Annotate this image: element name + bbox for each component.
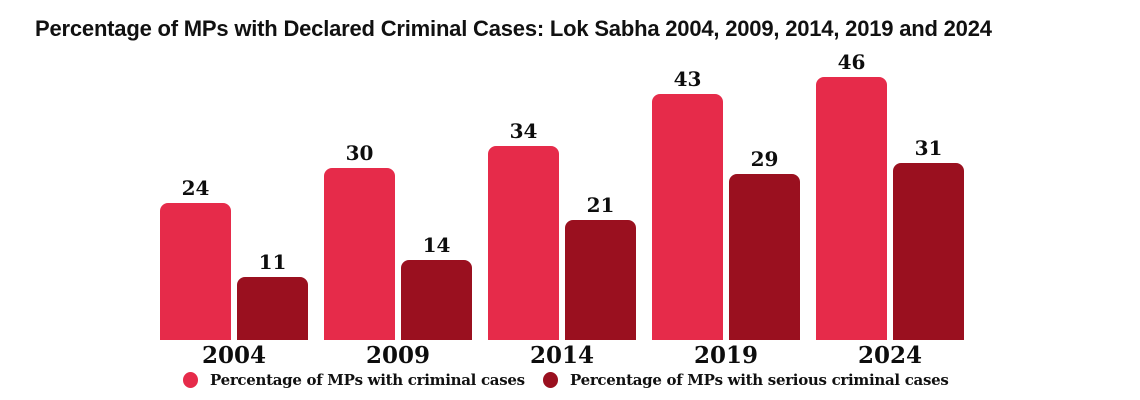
- bar-value-label: 29: [750, 147, 779, 171]
- bar-serious-2019: 29: [729, 147, 800, 340]
- bar-value-label: 11: [258, 250, 287, 274]
- legend-item-criminal-cases: Percentage of MPs with criminal cases: [183, 371, 525, 389]
- bar-value-label: 30: [345, 141, 374, 165]
- bar-criminal-2014: 34: [488, 119, 559, 340]
- bar-serious-2004: 11: [237, 250, 308, 340]
- bar-col-serious-2014: 21: [565, 193, 636, 340]
- legend-label-criminal-cases: Percentage of MPs with criminal cases: [210, 371, 525, 389]
- bar-criminal-2024: 46: [816, 50, 887, 340]
- bar-value-label: 46: [837, 50, 866, 74]
- bar-col-serious-2019: 29: [729, 147, 800, 340]
- legend-item-serious-criminal-cases: Percentage of MPs with serious criminal …: [543, 371, 949, 389]
- bars-row-2024: 46 31: [816, 50, 964, 340]
- x-axis-label-2009: 2009: [365, 342, 430, 369]
- x-axis-label-2024: 2024: [857, 342, 922, 369]
- bar-group-2024: 46 31 2024: [816, 50, 964, 369]
- bar-serious-2024: 31: [893, 136, 964, 340]
- bar-serious-2014: 21: [565, 193, 636, 340]
- bar-value-label: 43: [673, 67, 702, 91]
- bar-col-criminal-2004: 24: [160, 176, 231, 340]
- bar-group-2019: 43 29 2019: [652, 67, 800, 369]
- legend-swatch-serious-criminal-cases-icon: [543, 372, 558, 388]
- bar-group-2009: 30 14 2009: [324, 72, 472, 369]
- legend-swatch-criminal-cases-icon: [183, 372, 198, 388]
- bar-col-serious-2004: 11: [237, 250, 308, 340]
- bar-criminal-2019: 43: [652, 67, 723, 340]
- bar-value-label: 21: [586, 193, 615, 217]
- x-axis-label-2014: 2014: [529, 342, 594, 369]
- bars-row-2009: 30 14: [324, 72, 472, 340]
- bar-criminal-2009: 30: [324, 141, 395, 340]
- bar-value-label: 24: [181, 176, 210, 200]
- bar-col-serious-2009: 14: [401, 233, 472, 340]
- bar-col-serious-2024: 31: [893, 136, 964, 340]
- bar-criminal-2004: 24: [160, 176, 231, 340]
- bar-value-label: 31: [914, 136, 943, 160]
- bar-col-criminal-2014: 34: [488, 119, 559, 340]
- bar-value-label: 34: [509, 119, 538, 143]
- legend-label-serious-criminal-cases: Percentage of MPs with serious criminal …: [570, 371, 949, 389]
- x-axis-label-2019: 2019: [693, 342, 758, 369]
- bar-col-criminal-2019: 43: [652, 67, 723, 340]
- bar-chart-plot-area: 24 11 2004 30 14 2009 34 21 2014 43 29 2019 46 31 2024: [160, 50, 964, 369]
- bar-value-label: 14: [422, 233, 451, 257]
- bars-row-2019: 43 29: [652, 67, 800, 340]
- bar-group-2014: 34 21 2014: [488, 72, 636, 369]
- bar-serious-2009: 14: [401, 233, 472, 340]
- bars-row-2014: 34 21: [488, 72, 636, 340]
- bar-col-criminal-2024: 46: [816, 50, 887, 340]
- bar-group-2004: 24 11 2004: [160, 72, 308, 369]
- bars-row-2004: 24 11: [160, 72, 308, 340]
- chart-title: Percentage of MPs with Declared Criminal…: [35, 16, 992, 41]
- x-axis-label-2004: 2004: [201, 342, 266, 369]
- bar-col-criminal-2009: 30: [324, 141, 395, 340]
